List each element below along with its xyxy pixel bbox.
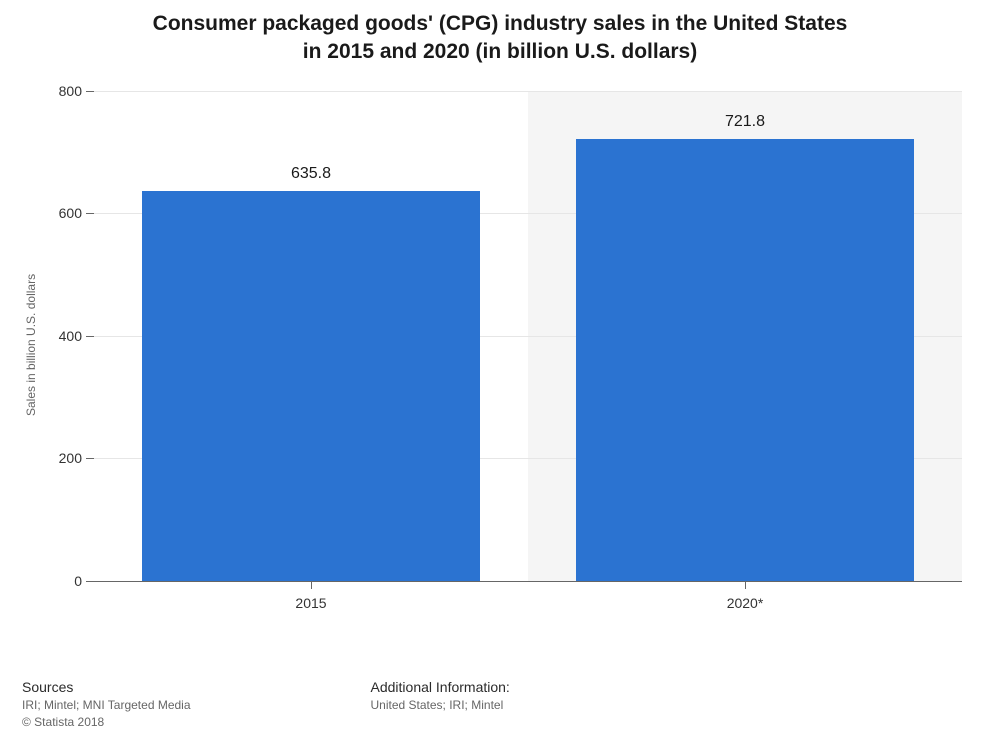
additional-info-heading: Additional Information: [371, 679, 510, 695]
bar [576, 139, 915, 581]
y-tick-mark [86, 336, 94, 337]
sources-line: IRI; Mintel; MNI Targeted Media [22, 698, 191, 712]
y-tick-mark [86, 581, 94, 582]
x-axis-line [86, 581, 962, 582]
x-tick-label: 2015 [94, 595, 528, 611]
plot-area: 0200400600800635.82015721.82020* [94, 91, 962, 581]
y-tick-label: 600 [18, 205, 82, 221]
y-axis-title: Sales in billion U.S. dollars [24, 274, 38, 416]
y-tick-label: 400 [18, 328, 82, 344]
additional-info-line: United States; IRI; Mintel [371, 698, 510, 712]
chart-title: Consumer packaged goods' (CPG) industry … [0, 0, 1000, 67]
y-tick-mark [86, 91, 94, 92]
title-line-1: Consumer packaged goods' (CPG) industry … [153, 12, 848, 35]
chart-area: Sales in billion U.S. dollars 0200400600… [18, 81, 982, 631]
title-line-2: in 2015 and 2020 (in billion U.S. dollar… [303, 40, 697, 63]
copyright-line: © Statista 2018 [22, 715, 191, 729]
y-tick-mark [86, 213, 94, 214]
bar-value-label: 635.8 [142, 165, 481, 183]
x-tick-mark [745, 581, 746, 589]
additional-info-block: Additional Information: United States; I… [371, 679, 510, 729]
y-tick-label: 800 [18, 83, 82, 99]
sources-block: Sources IRI; Mintel; MNI Targeted Media … [22, 679, 191, 729]
chart-container: Consumer packaged goods' (CPG) industry … [0, 0, 1000, 743]
y-tick-label: 0 [18, 573, 82, 589]
x-tick-mark [311, 581, 312, 589]
grid-line [94, 91, 962, 92]
y-tick-label: 200 [18, 450, 82, 466]
y-tick-mark [86, 458, 94, 459]
chart-footer: Sources IRI; Mintel; MNI Targeted Media … [22, 679, 978, 729]
x-tick-label: 2020* [528, 595, 962, 611]
bar-value-label: 721.8 [576, 113, 915, 131]
bar [142, 191, 481, 580]
sources-heading: Sources [22, 679, 191, 695]
